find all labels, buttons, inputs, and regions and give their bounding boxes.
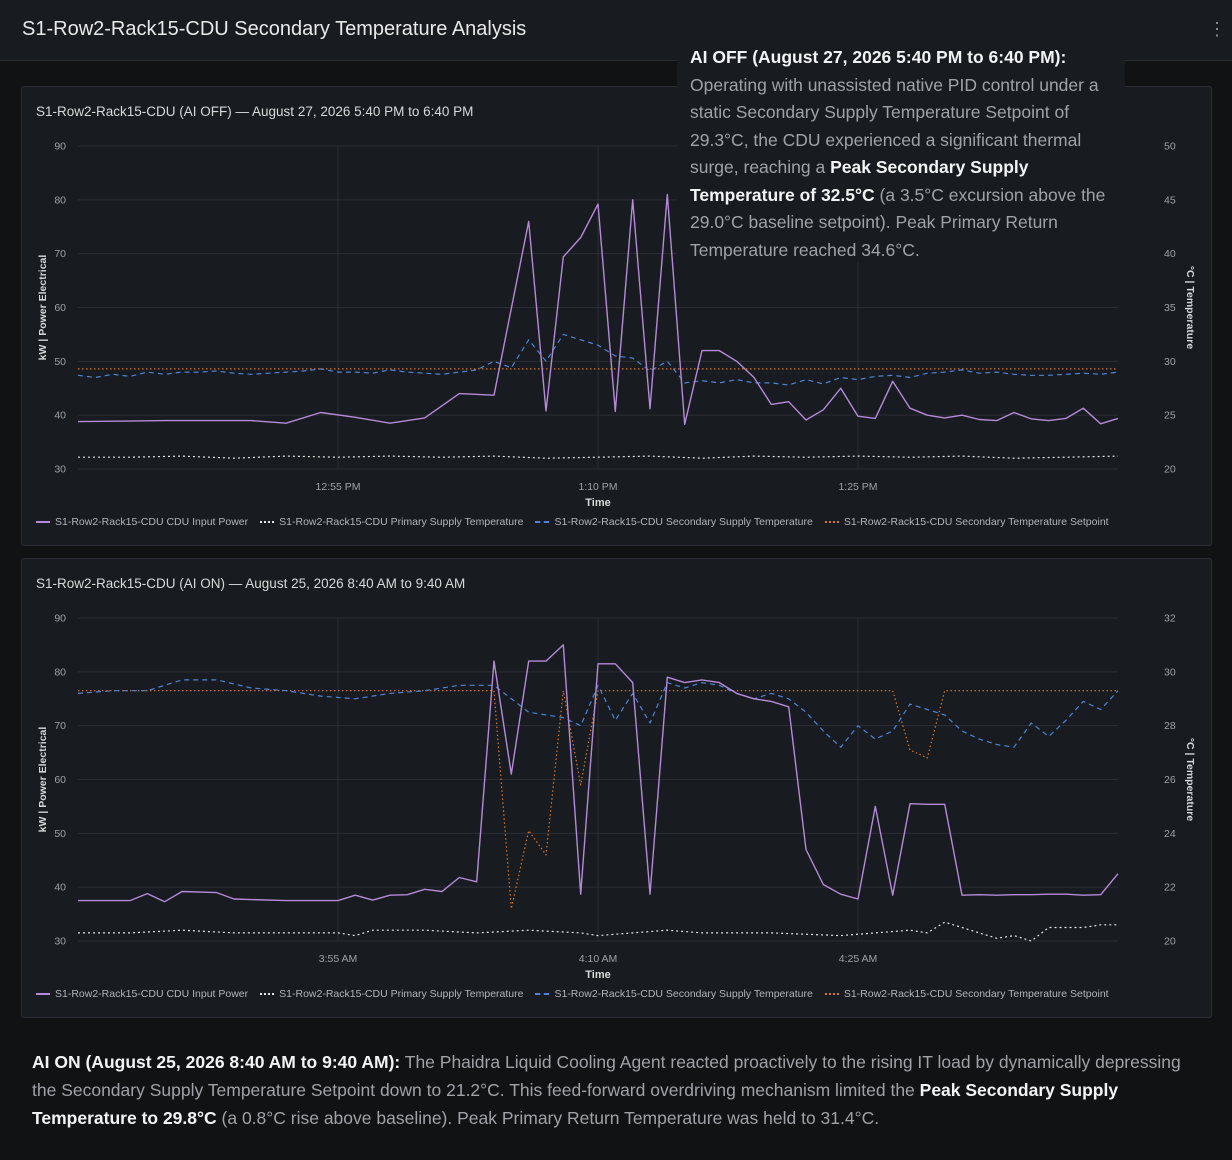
legend-item-secondary-supply[interactable]: S1-Row2-Rack15-CDU Secondary Supply Temp… xyxy=(535,516,813,528)
y-tick-left: 90 xyxy=(54,141,66,153)
y-tick-right: 28 xyxy=(1164,720,1176,732)
legend-item-setpoint[interactable]: S1-Row2-Rack15-CDU Secondary Temperature… xyxy=(824,516,1109,528)
chart-ai-off: 30 40 50 60 70 80 90 20 25 30 35 40 45 50 12:55 PM 1:10… xyxy=(37,141,1196,510)
legend-item-power[interactable]: S1-Row2-Rack15-CDU CDU Input Power xyxy=(36,516,248,528)
x-axis-label: Time xyxy=(585,969,610,981)
y-tick-left: 50 xyxy=(54,356,66,368)
page-title: S1-Row2-Rack15-CDU Secondary Temperature… xyxy=(22,18,527,40)
legend-label: S1-Row2-Rack15-CDU Primary Supply Temper… xyxy=(279,988,524,1000)
legend-item-primary-supply[interactable]: S1-Row2-Rack15-CDU Primary Supply Temper… xyxy=(260,988,523,1000)
primary-supply-line xyxy=(78,455,1119,459)
legend-item-power[interactable]: S1-Row2-Rack15-CDU CDU Input Power xyxy=(36,988,248,1000)
primary-supply-line xyxy=(78,921,1118,942)
annotation-ai-off: AI OFF (August 27, 2026 5:40 PM to 6:40 … xyxy=(677,44,1125,262)
y-tick-right: 40 xyxy=(1164,248,1176,260)
y-tick-left: 80 xyxy=(54,194,66,206)
y-tick-right: 22 xyxy=(1164,882,1176,894)
y-axis-label-right: °C | Temperature xyxy=(1184,266,1196,350)
y-tick-right: 35 xyxy=(1164,302,1176,314)
y-tick-left: 70 xyxy=(54,720,66,732)
legend-label: S1-Row2-Rack15-CDU Secondary Supply Temp… xyxy=(554,516,813,528)
y-tick-left: 60 xyxy=(54,302,66,314)
annotation-highlight: Peak Secondary Supply Temperature to 29.… xyxy=(32,1080,1119,1128)
x-tick: 12:55 PM xyxy=(316,481,361,493)
y-tick-right: 45 xyxy=(1164,194,1176,206)
y-axis-label-left: kW | Power Electrical xyxy=(37,255,49,361)
y-tick-left: 80 xyxy=(54,666,66,678)
legend-label: S1-Row2-Rack15-CDU Secondary Temperature… xyxy=(843,988,1109,1000)
x-axis-label: Time xyxy=(585,497,610,509)
secondary-supply-line xyxy=(77,333,1119,386)
setpoint-line xyxy=(78,690,1118,910)
legend-ai-off: S1-Row2-Rack15-CDU CDU Input Power S1-Ro… xyxy=(36,516,1109,528)
dashboard-header: S1-Row2-Rack15-CDU Secondary Temperature… xyxy=(0,0,1232,61)
legend-item-setpoint[interactable]: S1-Row2-Rack15-CDU Secondary Temperature… xyxy=(824,988,1109,1000)
y-tick-right: 20 xyxy=(1164,464,1176,476)
legend-item-secondary-supply[interactable]: S1-Row2-Rack15-CDU Secondary Supply Temp… xyxy=(535,988,813,1000)
x-tick: 4:25 AM xyxy=(839,953,878,965)
y-axis-label-left: kW | Power Electrical xyxy=(37,727,49,833)
y-axis-label-right: °C | Temperature xyxy=(1184,738,1196,822)
legend-label: S1-Row2-Rack15-CDU Primary Supply Temper… xyxy=(279,516,524,528)
annotation-ai-on: AI ON (August 25, 2026 8:40 AM to 9:40 A… xyxy=(32,1048,1202,1132)
chart-panel-ai-on: S1-Row2-Rack15-CDU (AI ON) — August 25, … xyxy=(21,558,1212,1018)
x-tick: 4:10 AM xyxy=(579,953,618,965)
annotation-heading: AI ON (August 25, 2026 8:40 AM to 9:40 A… xyxy=(32,1052,401,1072)
annotation-text: Operating with unassisted native PID con… xyxy=(690,74,1099,178)
y-tick-right: 30 xyxy=(1164,666,1176,678)
x-tick: 1:25 PM xyxy=(838,481,877,493)
legend-item-primary-supply[interactable]: S1-Row2-Rack15-CDU Primary Supply Temper… xyxy=(260,516,523,528)
chart-ai-on: 30 40 50 60 70 80 90 20 22 24 26 28 30 32 3:55 AM 4:10 … xyxy=(37,613,1196,982)
annotation-heading: AI OFF (August 27, 2026 5:40 PM to 6:40 … xyxy=(690,47,1067,67)
y-tick-left: 30 xyxy=(54,464,66,476)
annotation-text: (a 3.5°C excursion above the 29.0°C base… xyxy=(690,184,1106,260)
y-tick-right: 30 xyxy=(1164,356,1176,368)
y-tick-right: 20 xyxy=(1164,936,1176,948)
annotation-text: The Phaidra Liquid Cooling Agent reacted… xyxy=(32,1052,1181,1100)
y-tick-right: 32 xyxy=(1164,613,1176,625)
y-tick-left: 70 xyxy=(54,248,66,260)
y-tick-left: 60 xyxy=(54,774,66,786)
y-tick-left: 30 xyxy=(54,936,66,948)
legend-label: S1-Row2-Rack15-CDU CDU Input Power xyxy=(55,516,249,528)
x-tick: 3:55 AM xyxy=(319,953,358,965)
chart-title-ai-off: S1-Row2-Rack15-CDU (AI OFF) — August 27,… xyxy=(36,104,474,119)
y-tick-left: 90 xyxy=(54,613,66,625)
chart-title-ai-on: S1-Row2-Rack15-CDU (AI ON) — August 25, … xyxy=(36,576,466,591)
y-tick-left: 40 xyxy=(54,410,66,422)
y-tick-right: 50 xyxy=(1164,141,1176,153)
y-tick-right: 25 xyxy=(1164,410,1176,422)
y-tick-right: 26 xyxy=(1164,774,1176,786)
annotation-text: (a 0.8°C rise above baseline). Peak Prim… xyxy=(216,1108,880,1128)
y-tick-right: 24 xyxy=(1164,828,1176,840)
x-tick: 1:10 PM xyxy=(578,481,617,493)
legend-label: S1-Row2-Rack15-CDU Secondary Supply Temp… xyxy=(554,988,813,1000)
legend-label: S1-Row2-Rack15-CDU CDU Input Power xyxy=(55,988,249,1000)
power-line xyxy=(78,644,1119,903)
power-line xyxy=(77,193,1119,425)
secondary-supply-line xyxy=(77,679,1119,748)
y-tick-left: 50 xyxy=(54,828,66,840)
kebab-menu-icon[interactable]: ⋮ xyxy=(1208,19,1226,39)
annotation-highlight: Peak Secondary Supply Temperature of 32.… xyxy=(690,157,1029,205)
y-tick-left: 40 xyxy=(54,882,66,894)
legend-ai-on: S1-Row2-Rack15-CDU CDU Input Power S1-Ro… xyxy=(36,988,1109,1000)
legend-label: S1-Row2-Rack15-CDU Secondary Temperature… xyxy=(843,516,1109,528)
